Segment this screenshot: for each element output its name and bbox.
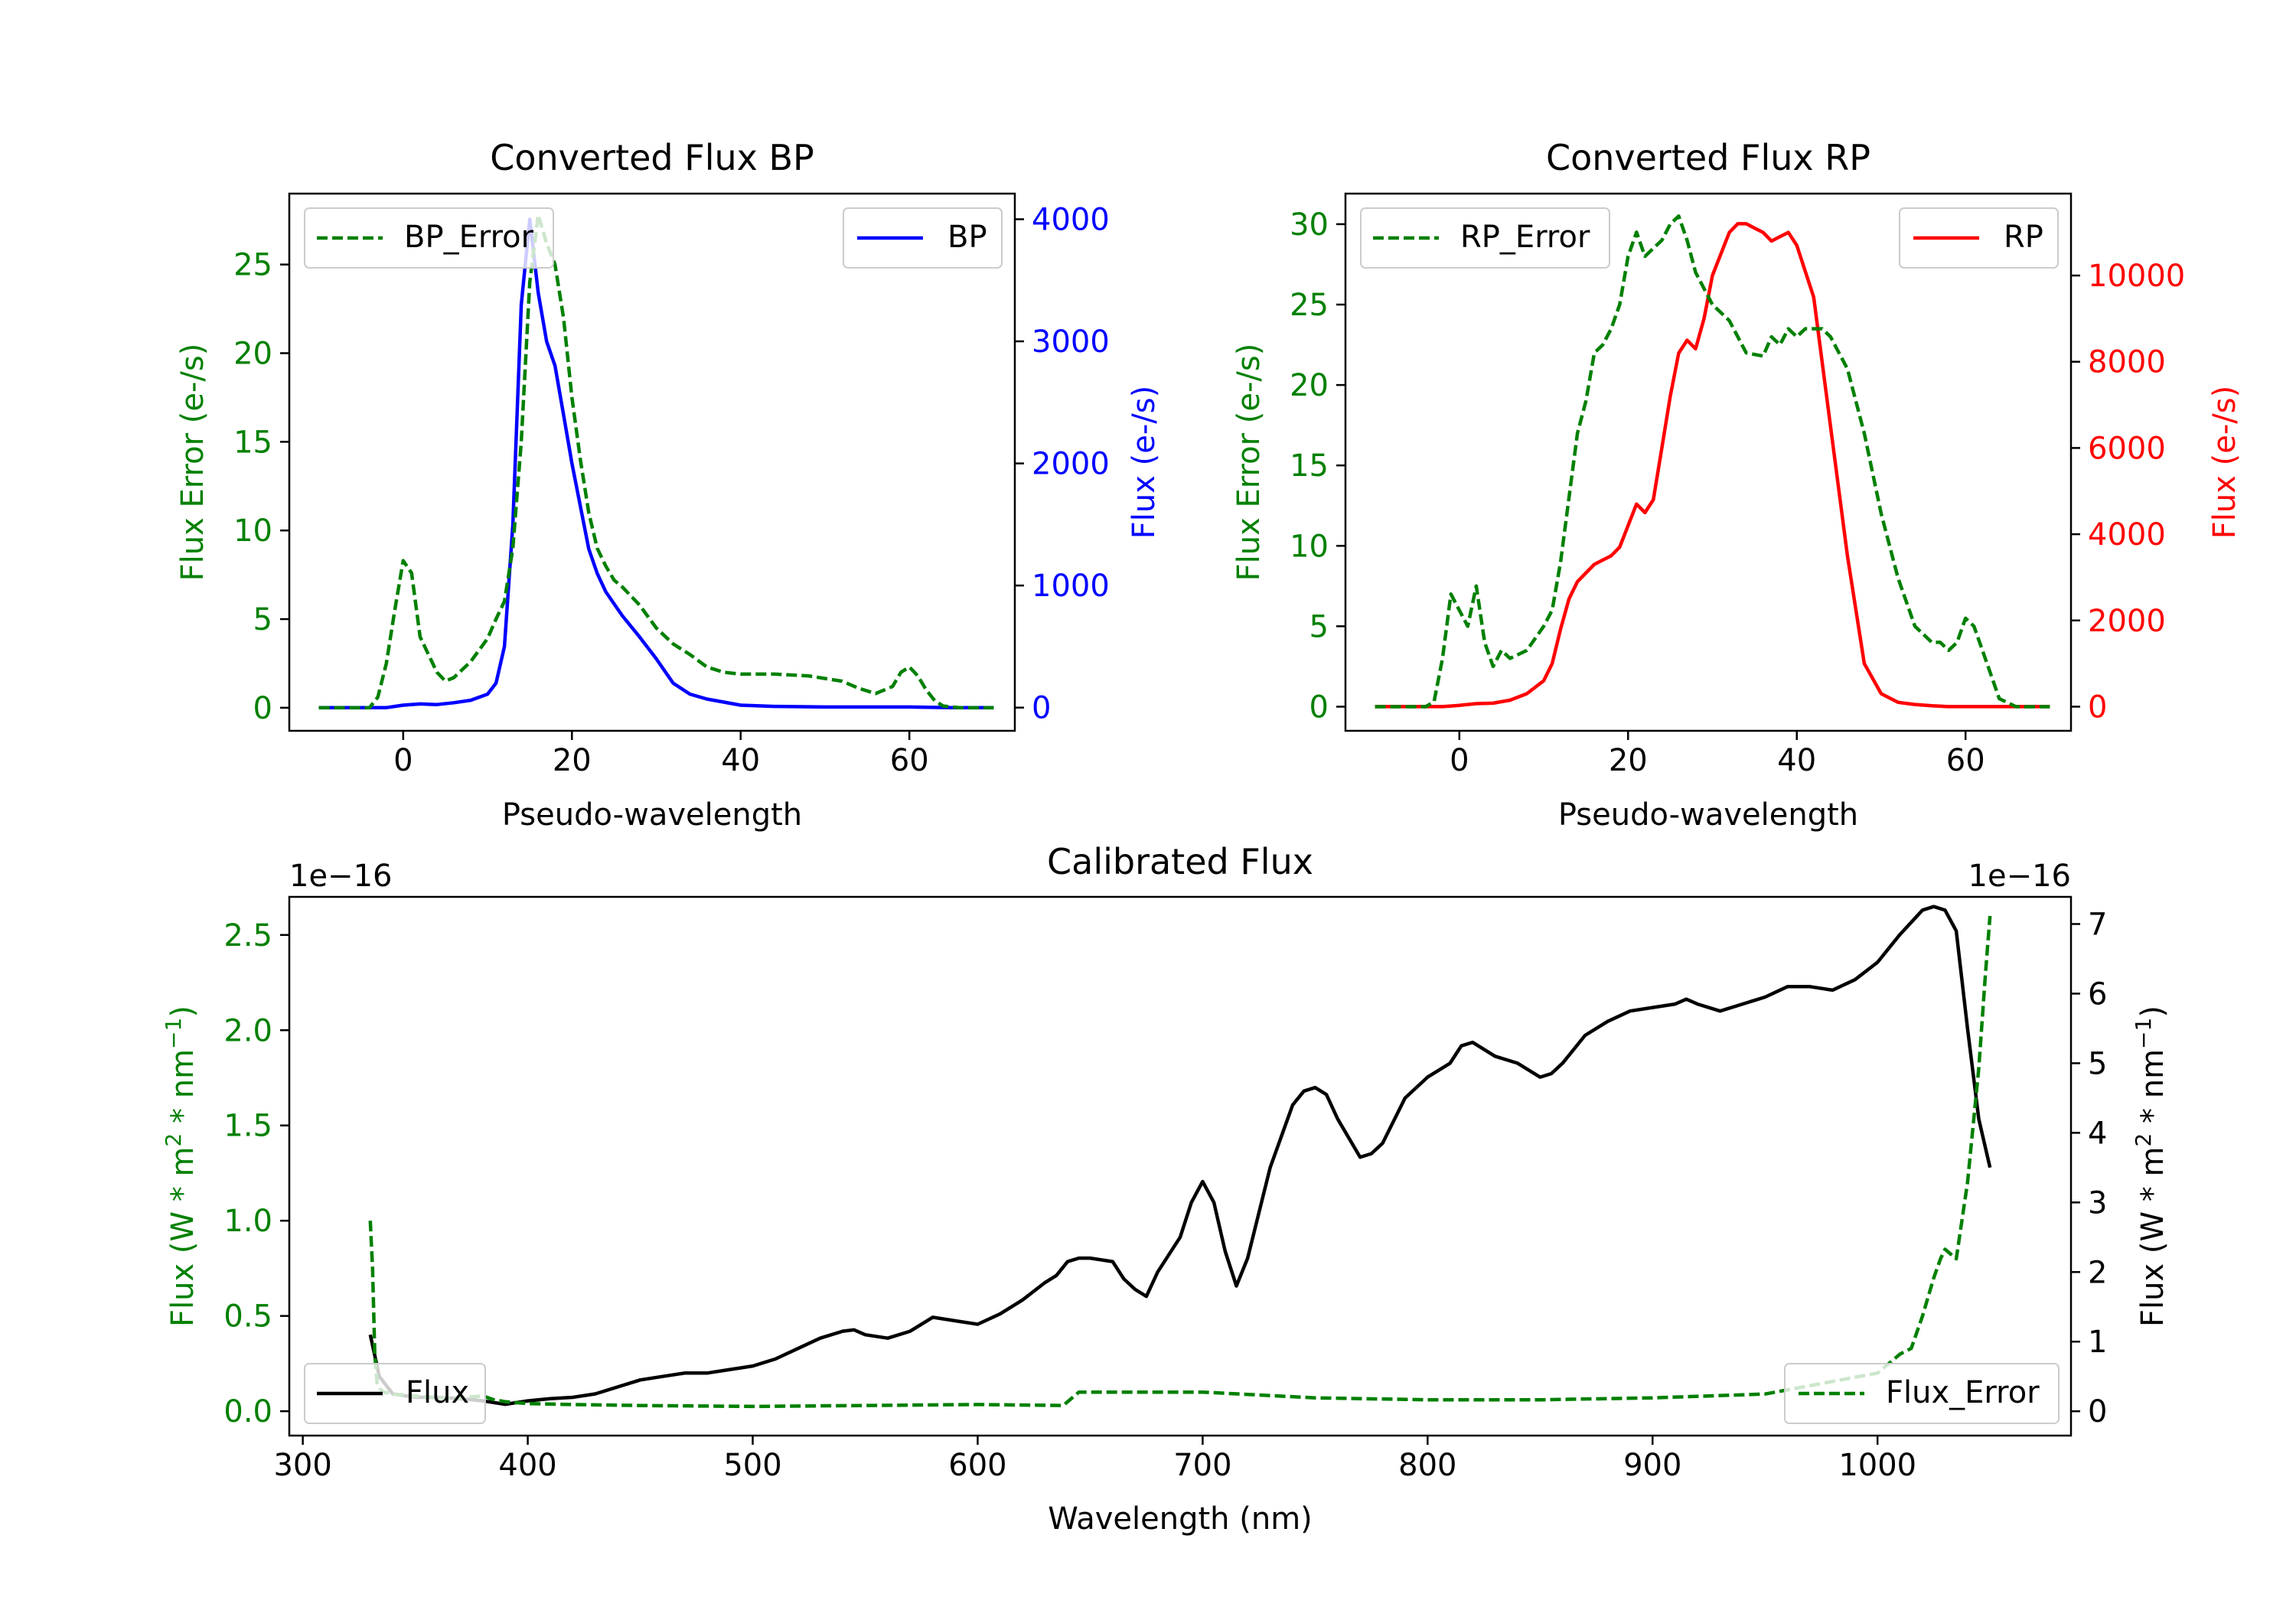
bp-xtick-label: 40	[721, 743, 760, 778]
bp-ytick-right-label: 0	[1032, 691, 1051, 726]
rp-ytick-left-label: 0	[1309, 689, 1329, 725]
rp-ytick-left-label: 15	[1290, 448, 1329, 484]
bp-ytick-right-label: 1000	[1032, 569, 1110, 604]
rp-ytick-left-label: 30	[1290, 207, 1329, 243]
cal-series-flux	[368, 905, 1992, 1407]
bp-legend-left	[304, 207, 554, 269]
rp-ytick-right-label: 6000	[2088, 431, 2166, 466]
rp-ytick-right-label: 0	[2088, 689, 2107, 725]
cal-xtick-label: 800	[1398, 1448, 1456, 1483]
bp-ytick-right-label: 2000	[1032, 447, 1110, 482]
bp-ticks: 0 20 40 60 0 5 10 15 20 25 0 1000 2000 3000 4000	[233, 203, 1110, 778]
rp-xtick-label: 60	[1946, 743, 1985, 778]
bp-ytick-left-label: 25	[233, 248, 272, 283]
cal-ytick-right-label: 5	[2088, 1046, 2107, 1081]
rp-ytick-left-label: 10	[1290, 529, 1329, 564]
cal-legend-left-label: Flux	[406, 1375, 469, 1410]
rp-legend-right-label: RP	[2004, 220, 2043, 255]
cal-ytick-right-label: 7	[2088, 907, 2107, 942]
rp-title: Converted Flux RP	[1546, 137, 1870, 178]
cal-offset-right: 1e−16	[1968, 859, 2071, 894]
cal-title: Calibrated Flux	[1047, 841, 1313, 882]
bp-title: Converted Flux BP	[490, 137, 814, 178]
cal-ytick-right-label: 2	[2088, 1255, 2107, 1290]
bp-ytick-right-label: 3000	[1032, 324, 1110, 360]
cal-xtick-label: 700	[1173, 1448, 1231, 1483]
rp-ylabel-left: Flux Error (e-/s)	[1231, 344, 1267, 582]
cal-ytick-right-label: 4	[2088, 1116, 2107, 1151]
cal-ytick-left-label: 1.5	[223, 1109, 272, 1144]
cal-legend-right	[1784, 1363, 2060, 1424]
cal-ytick-left-label: 0.0	[223, 1394, 272, 1429]
cal-ytick-left-label: 2.5	[223, 918, 272, 953]
cal-offset-left: 1e−16	[289, 859, 392, 894]
rp-xlabel: Pseudo-wavelength	[1558, 797, 1858, 833]
cal-ytick-right-label: 1	[2088, 1325, 2107, 1360]
cal-xtick-label: 300	[273, 1448, 331, 1483]
cal-ytick-left-label: 2.0	[223, 1013, 272, 1048]
rp-series-rp	[1375, 222, 2050, 709]
cal-xtick-label: 900	[1623, 1448, 1681, 1483]
cal-xlabel: Wavelength (nm)	[1048, 1501, 1313, 1537]
rp-ytick-right-label: 2000	[2088, 604, 2166, 639]
bp-ytick-right-label: 4000	[1032, 203, 1110, 238]
rp-ytick-left-label: 25	[1290, 288, 1329, 323]
bp-series-bp	[318, 217, 994, 709]
cal-ytick-left-label: 1.0	[223, 1204, 272, 1239]
bp-ytick-left-label: 10	[233, 513, 272, 549]
bp-ylabel-left: Flux Error (e-/s)	[175, 344, 210, 582]
cal-xtick-label: 500	[723, 1448, 781, 1483]
cal-plot-area	[368, 905, 1992, 1409]
bp-xtick-label: 0	[393, 743, 413, 778]
rp-ytick-right-label: 10000	[2088, 259, 2185, 294]
rp-plot-area	[1375, 214, 2050, 709]
bp-xlabel: Pseudo-wavelength	[502, 797, 802, 833]
rp-ytick-left-label: 5	[1309, 609, 1329, 644]
rp-ylabel-right: Flux (e-/s)	[2207, 386, 2242, 539]
bp-xtick-label: 20	[553, 743, 592, 778]
cal-ytick-left-label: 0.5	[223, 1299, 272, 1335]
cal-axes-frame	[288, 895, 2073, 1437]
bp-ytick-left-label: 0	[253, 691, 272, 726]
bp-legend-left-label: BP_Error	[404, 220, 534, 255]
bp-legend-right-label: BP	[947, 220, 987, 255]
rp-ytick-right-label: 8000	[2088, 345, 2166, 380]
cal-ytick-right-label: 3	[2088, 1185, 2107, 1221]
rp-legend-left-label: RP_Error	[1460, 220, 1590, 255]
rp-xtick-label: 20	[1609, 743, 1648, 778]
cal-legend-right-label: Flux_Error	[1886, 1375, 2040, 1410]
bp-ytick-left-label: 15	[233, 425, 272, 460]
bp-plot-area	[318, 213, 994, 710]
cal-ylabel-right: Flux (W * m2 * nm−1)	[2131, 1006, 2170, 1327]
bp-axes-frame	[288, 192, 1016, 732]
cal-xtick-label: 400	[498, 1448, 556, 1483]
rp-axes-frame	[1344, 192, 2073, 732]
rp-xtick-label: 40	[1777, 743, 1816, 778]
cal-series-flux-error	[368, 915, 1992, 1409]
rp-xtick-label: 0	[1450, 743, 1469, 778]
bp-panel: 0 20 40 60 0 5 10 15 20 25 0 1000 2000 3000 4000 Pseud…	[175, 192, 1162, 833]
cal-xtick-label: 1000	[1838, 1448, 1916, 1483]
bp-series-bp-error	[318, 213, 994, 710]
cal-xtick-label: 600	[948, 1448, 1006, 1483]
rp-ytick-left-label: 20	[1290, 368, 1329, 403]
bp-xtick-label: 60	[890, 743, 929, 778]
bp-ylabel-right: Flux (e-/s)	[1127, 386, 1162, 539]
rp-series-rp-error	[1375, 214, 2050, 709]
rp-panel: 0 20 40 60 0 5 10 15 20 25 30 0 2000 4000 6000 8000 1000…	[1231, 192, 2242, 833]
bp-ytick-left-label: 5	[253, 602, 272, 637]
cal-legend-left	[304, 1363, 486, 1424]
cal-ticks: 300 400 500 600 700 800 900 1000 0.0 0.5 1.0 1.5 2.0…	[223, 907, 2107, 1483]
cal-ylabel-left: Flux (W * m2 * nm−1)	[161, 1006, 201, 1327]
bp-ytick-left-label: 20	[233, 337, 272, 372]
cal-panel: 300 400 500 600 700 800 900 1000 0.0 0.5 1.0 1.5 2.0…	[161, 859, 2170, 1537]
cal-ytick-right-label: 6	[2088, 976, 2107, 1012]
cal-ytick-right-label: 0	[2088, 1394, 2107, 1429]
rp-ytick-right-label: 4000	[2088, 517, 2166, 553]
rp-legend-left	[1360, 207, 1610, 269]
rp-ticks: 0 20 40 60 0 5 10 15 20 25 30 0 2000 4000 6000 8000 1000…	[1290, 207, 2185, 778]
